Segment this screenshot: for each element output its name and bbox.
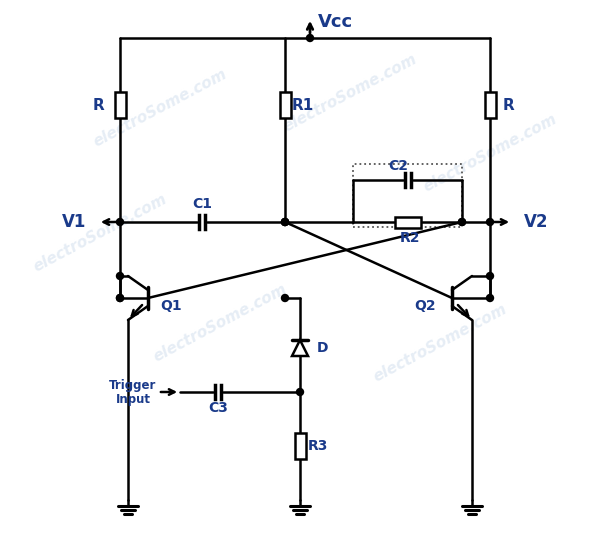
Bar [353,164,462,227]
Text: C3: C3 [208,401,228,415]
Bar [115,92,125,118]
Circle shape [116,273,124,280]
Bar [280,92,290,118]
Circle shape [281,218,289,225]
Text: Q1: Q1 [160,299,182,313]
Circle shape [458,218,466,225]
Text: R1: R1 [292,98,314,112]
Circle shape [116,218,124,225]
Text: C1: C1 [192,197,212,211]
Circle shape [487,294,494,301]
Text: C2: C2 [388,159,408,173]
Text: R: R [502,98,514,112]
Polygon shape [292,340,308,356]
Text: Q2: Q2 [414,299,436,313]
Text: Vcc: Vcc [318,13,353,31]
Text: electroSome.com: electroSome.com [371,301,509,384]
Bar [395,217,421,228]
Text: electroSome.com: electroSome.com [151,281,289,365]
Text: Trigger: Trigger [109,378,157,392]
Text: electroSome.com: electroSome.com [421,111,559,194]
Circle shape [487,218,494,225]
Text: V1: V1 [62,213,86,231]
Circle shape [487,273,494,280]
Bar [485,92,496,118]
Circle shape [281,218,289,225]
Text: Input: Input [116,394,151,407]
Text: R2: R2 [400,231,420,245]
Circle shape [116,294,124,301]
Circle shape [116,294,124,301]
Circle shape [458,218,466,225]
Text: R: R [92,98,104,112]
Circle shape [296,388,304,395]
Text: R3: R3 [308,439,328,453]
Text: electroSome.com: electroSome.com [281,52,419,135]
Circle shape [307,35,314,41]
Text: V2: V2 [524,213,548,231]
Circle shape [281,218,289,225]
Text: electroSome.com: electroSome.com [31,191,169,275]
Circle shape [281,294,289,301]
Text: electroSome.com: electroSome.com [91,66,229,150]
Text: D: D [316,341,328,355]
Bar [295,433,305,459]
